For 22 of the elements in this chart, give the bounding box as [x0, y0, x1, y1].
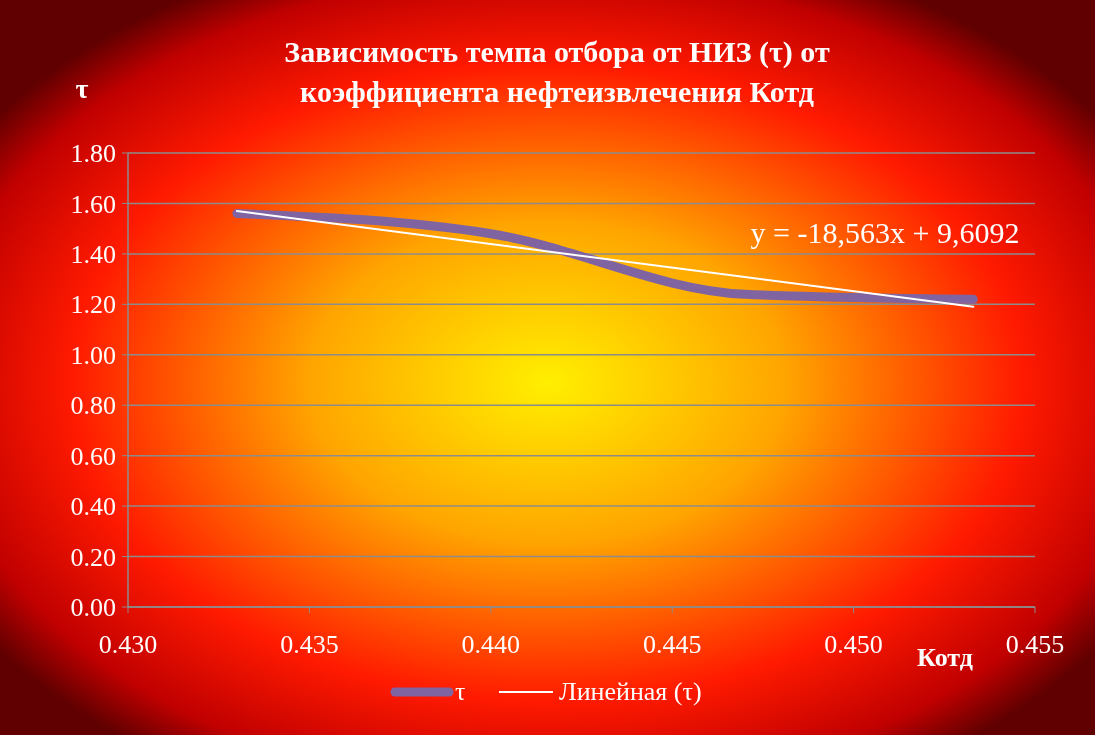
y-tick-label: 1.60 — [70, 189, 116, 219]
x-tick-label: 0.440 — [461, 630, 521, 659]
y-tick-label: 1.20 — [70, 290, 116, 320]
y-tick-label: 1.40 — [70, 239, 116, 269]
y-tick-label: 0.60 — [70, 441, 116, 471]
x-tick-label: 0.450 — [824, 630, 883, 659]
x-tick-label: 0.435 — [280, 630, 339, 659]
y-tick-label: 0.40 — [70, 492, 116, 522]
y-tick-label: 1.80 — [70, 139, 116, 169]
legend-label: τ — [455, 677, 466, 706]
y-tick-label: 0.20 — [70, 542, 116, 572]
y-tick-label: 0.80 — [70, 391, 116, 421]
chart-title: Зависимость темпа отбора от НИЗ (τ) от коэффициента нефтеизвлечения Котд — [284, 35, 830, 108]
x-axis-title: Котд — [917, 643, 973, 672]
x-tick-label: 0.430 — [98, 630, 158, 659]
y-tick-label: 0.00 — [70, 593, 116, 623]
y-axis-title: τ — [75, 73, 89, 104]
y-tick-label: 1.00 — [70, 340, 116, 370]
x-tick-label: 0.445 — [642, 630, 702, 659]
annotation: y = -18,563x + 9,6092 — [750, 216, 1020, 249]
legend-label: Линейная (τ) — [559, 677, 702, 706]
x-tick-label: 0.455 — [1005, 630, 1065, 659]
